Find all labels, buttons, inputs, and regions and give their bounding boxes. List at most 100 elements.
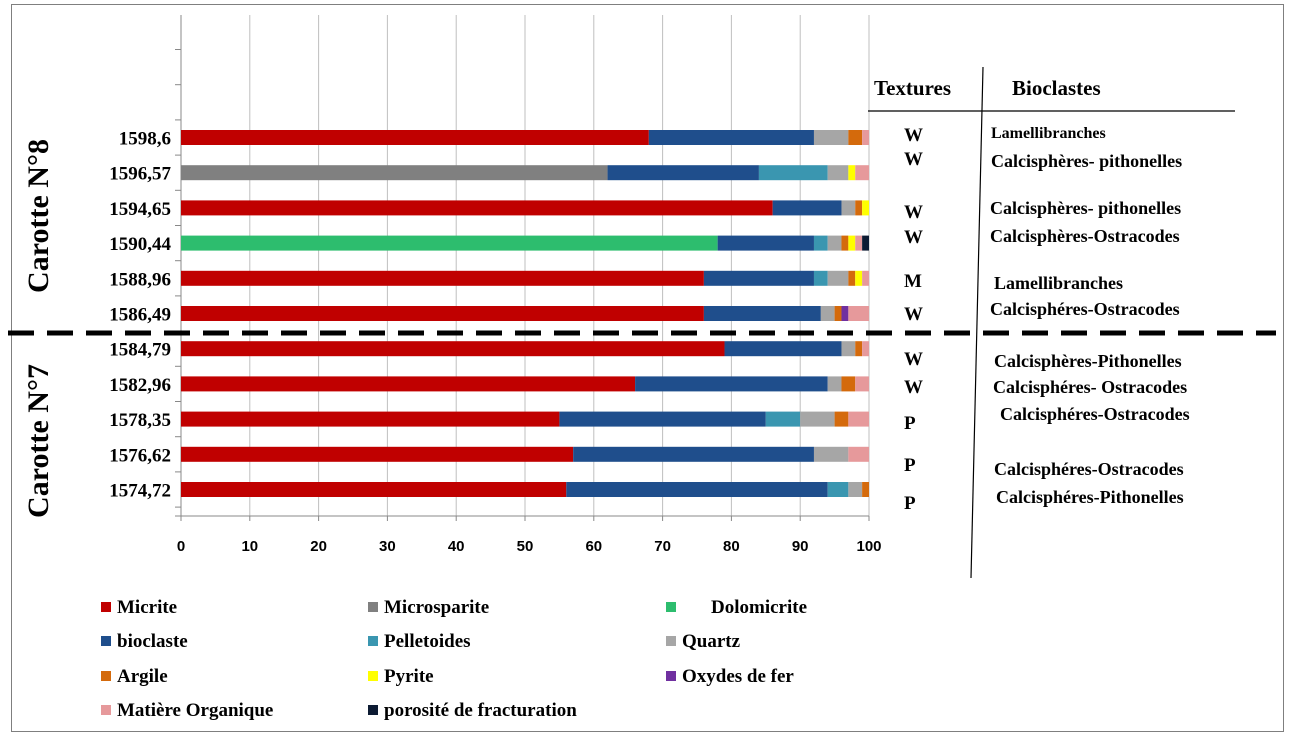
legend-swatch-2 [666, 602, 676, 612]
category-label-1598,6: 1598,6 [119, 129, 171, 150]
x-tick-label-0: 0 [177, 538, 185, 555]
legend-label-4: Pelletoides [384, 631, 471, 652]
bioclaste-4: Lamellibranches [994, 273, 1123, 293]
texture-2: W [904, 202, 923, 223]
bar-1582,96-quartz [827, 376, 842, 392]
category-label-1578,35: 1578,35 [109, 410, 171, 431]
bar-1586,49-matière-organique [848, 306, 869, 321]
bar-1586,49-micrite [181, 306, 704, 321]
bar-1594,65-bioclaste [772, 200, 842, 216]
bioclaste-0: Lamellibranches [991, 125, 1106, 142]
category-label-1584,79: 1584,79 [109, 340, 171, 361]
bar-1578,35-micrite [181, 411, 560, 427]
bioclaste-1: Calcisphères- pithonelles [991, 151, 1182, 171]
legend-label-2: Dolomicrite [711, 597, 807, 618]
bar-1584,79-argile [855, 341, 863, 357]
legend-label-9: Matière Organique [117, 700, 273, 721]
bar-1582,96-matière-organique [855, 376, 869, 392]
bar-1586,49-oxydes-de-fer [841, 306, 849, 321]
legend-swatch-7 [368, 671, 378, 681]
bioclaste-9: Calcisphéres-Ostracodes [994, 459, 1184, 479]
legend-label-0: Micrite [117, 597, 177, 618]
x-tick-label-60: 60 [585, 538, 602, 555]
x-tick-label-30: 30 [379, 538, 396, 555]
category-label-1590,44: 1590,44 [109, 234, 171, 255]
legend-label-1: Microsparite [384, 597, 489, 618]
bar-1590,44-argile [841, 235, 849, 251]
legend-swatch-3 [101, 636, 111, 646]
bar-1594,65-micrite [181, 200, 773, 216]
x-tick-label-10: 10 [241, 538, 258, 555]
bar-1588,96-pyrite [855, 270, 863, 286]
bar-1590,44-pyrite [848, 235, 856, 251]
bar-1594,65-argile [855, 200, 863, 216]
bar-1586,49-argile [834, 306, 842, 321]
bar-1590,44-dolomicrite [181, 235, 718, 251]
bar-1576,62-micrite [181, 446, 574, 462]
bioclastes-header: Bioclastes [1012, 76, 1101, 100]
table-column-divider [970, 66, 984, 579]
x-tick-label-70: 70 [654, 538, 671, 555]
legend-swatch-4 [368, 636, 378, 646]
x-tick-label-90: 90 [792, 538, 809, 555]
texture-6: W [904, 349, 923, 370]
legend-label-6: Argile [117, 666, 168, 687]
bioclaste-3: Calcisphères-Ostracodes [990, 226, 1180, 246]
bar-1576,62-quartz [813, 446, 849, 462]
texture-9: P [904, 455, 916, 476]
core-label-n8: Carotte N°8 [22, 139, 55, 293]
legend-label-10: porosité de fracturation [384, 700, 577, 721]
bar-1574,72-quartz [848, 482, 863, 497]
category-label-1574,72: 1574,72 [109, 481, 171, 502]
bar-1588,96-matière-organique [862, 270, 869, 286]
category-label-1582,96: 1582,96 [109, 375, 171, 396]
bar-1586,49-bioclaste [703, 306, 821, 321]
bar-1598,6-argile [848, 130, 863, 145]
texture-3: W [904, 227, 923, 248]
bar-1596,57-bioclaste [607, 165, 759, 181]
bar-1574,72-micrite [181, 482, 567, 497]
bar-1576,62-bioclaste [573, 446, 814, 462]
legend-swatch-9 [101, 705, 111, 715]
legend-label-3: bioclaste [117, 631, 188, 652]
bar-1584,79-micrite [181, 341, 725, 357]
bar-1584,79-bioclaste [724, 341, 842, 357]
texture-10: P [904, 493, 916, 514]
bar-1584,79-matière-organique [862, 341, 869, 357]
legend-swatch-6 [101, 671, 111, 681]
bar-1596,57-quartz [827, 165, 849, 181]
bar-1594,65-pyrite [862, 200, 869, 216]
bar-1590,44-quartz [827, 235, 842, 251]
figure-frame [11, 4, 1284, 732]
bar-1590,44-pelletoides [813, 235, 828, 251]
bar-1598,6-quartz [813, 130, 849, 145]
legend-label-8: Oxydes de fer [682, 666, 794, 687]
x-tick-label-100: 100 [856, 538, 881, 555]
bar-1582,96-argile [841, 376, 856, 392]
bar-1584,79-quartz [841, 341, 856, 357]
bar-1594,65-quartz [841, 200, 856, 216]
bar-1598,6-micrite [181, 130, 649, 145]
bar-1590,44-matière-organique [855, 235, 863, 251]
x-tick-label-80: 80 [723, 538, 740, 555]
category-label-1576,62: 1576,62 [109, 445, 171, 466]
legend-swatch-8 [666, 671, 676, 681]
category-label-1594,65: 1594,65 [109, 199, 171, 220]
core-label-n7: Carotte N°7 [22, 364, 55, 518]
bar-1596,57-pelletoides [758, 165, 828, 181]
bioclaste-8: Calcisphéres-Ostracodes [1000, 404, 1190, 424]
category-label-1586,49: 1586,49 [109, 305, 171, 326]
legend-label-5: Quartz [682, 631, 741, 652]
x-tick-label-50: 50 [517, 538, 534, 555]
x-tick-label-20: 20 [310, 538, 327, 555]
texture-1: W [904, 149, 923, 170]
bar-1588,96-micrite [181, 270, 704, 286]
bioclaste-6: Calcisphères-Pithonelles [994, 351, 1182, 371]
legend-swatch-10 [368, 705, 378, 715]
bar-1586,49-quartz [820, 306, 835, 321]
bar-1588,96-quartz [827, 270, 849, 286]
textures-header: Textures [874, 76, 951, 100]
texture-8: P [904, 413, 916, 434]
category-label-1588,96: 1588,96 [109, 269, 171, 290]
